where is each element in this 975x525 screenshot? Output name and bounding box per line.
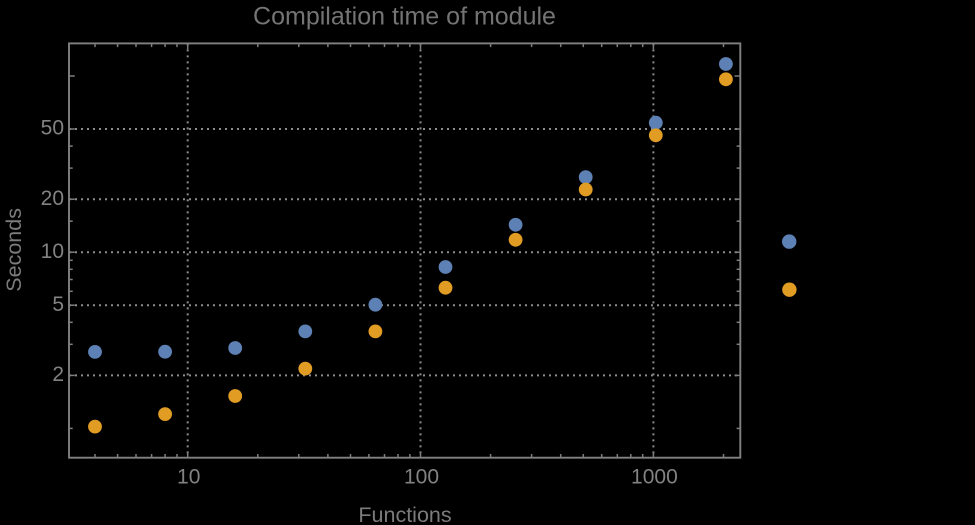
svg-text:20: 20 <box>41 187 64 210</box>
svg-text:5: 5 <box>52 293 64 316</box>
svg-text:10: 10 <box>41 240 64 263</box>
svg-text:Seconds: Seconds <box>2 208 26 292</box>
svg-text:Compilation time of module: Compilation time of module <box>253 3 556 31</box>
svg-text:100: 100 <box>404 466 439 489</box>
svg-text:2: 2 <box>52 363 64 386</box>
svg-text:50: 50 <box>41 117 64 140</box>
svg-text:Functions: Functions <box>358 503 451 525</box>
svg-text:1000: 1000 <box>631 466 678 489</box>
svg-text:10: 10 <box>177 466 200 489</box>
